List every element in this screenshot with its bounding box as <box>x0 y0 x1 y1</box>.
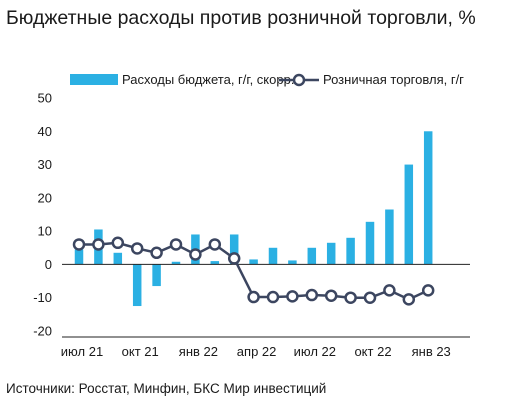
bar <box>365 221 375 265</box>
line-marker <box>150 246 163 260</box>
y-tick-label: 30 <box>38 157 52 172</box>
bar <box>132 264 142 307</box>
x-axis: июл 21 окт 21 янв 22 апр 22 июл 22 окт 22 янв … <box>61 336 470 359</box>
line-marker <box>208 238 222 251</box>
line-marker <box>344 291 357 304</box>
legend-line-label: Розничная торговля, г/г <box>323 72 464 87</box>
chart-title: Бюджетные расходы против розничной торго… <box>6 7 476 29</box>
line-marker <box>421 284 435 297</box>
bar <box>346 237 355 265</box>
x-tick-label: июл 22 <box>294 344 336 359</box>
line-marker <box>169 238 183 251</box>
bar <box>307 247 317 265</box>
line-marker <box>363 291 377 304</box>
bar <box>404 164 414 265</box>
line-marker <box>227 252 241 265</box>
y-tick-label: 40 <box>38 124 52 139</box>
line-marker <box>402 293 416 306</box>
x-tick-label: окт 21 <box>122 344 159 359</box>
bar <box>210 261 220 265</box>
legend: Расходы бюджета, г/г, скорр. Розничная т… <box>70 72 464 87</box>
line-marker <box>247 290 260 304</box>
line-series <box>72 236 435 306</box>
line-marker <box>130 242 144 255</box>
x-tick-label: окт 22 <box>354 344 391 359</box>
y-tick-label: 10 <box>38 224 52 239</box>
line-marker <box>189 248 202 261</box>
y-axis: -20 -10 0 10 20 30 40 50 <box>33 91 52 339</box>
y-tick-label: 50 <box>38 91 52 106</box>
line-marker <box>92 238 105 251</box>
line-marker <box>324 289 338 302</box>
y-tick-label: -20 <box>33 324 52 339</box>
bar <box>113 252 123 265</box>
source-note: Источники: Росстат, Минфин, БКС Мир инве… <box>6 381 327 396</box>
legend-bar-label: Расходы бюджета, г/г, скорр. <box>122 72 294 87</box>
bar <box>326 242 336 265</box>
bar <box>152 264 161 287</box>
line-marker <box>305 288 319 302</box>
bar <box>268 247 278 265</box>
y-tick-label: 20 <box>38 190 52 205</box>
legend-bar-swatch <box>70 74 118 85</box>
bar <box>249 259 258 265</box>
bar <box>288 260 297 265</box>
line-marker <box>266 290 280 304</box>
x-tick-label: апр 22 <box>237 344 277 359</box>
line-marker <box>286 290 299 303</box>
x-tick-label: янв 23 <box>412 344 451 359</box>
line-marker <box>111 236 125 250</box>
bar <box>423 131 433 265</box>
legend-line-marker <box>292 73 306 87</box>
y-tick-label: -10 <box>33 290 52 305</box>
y-tick-label: 0 <box>45 257 52 272</box>
bar <box>229 234 239 265</box>
bar <box>171 261 181 265</box>
x-tick-label: янв 22 <box>179 344 218 359</box>
x-tick-label: июл 21 <box>61 344 103 359</box>
bar <box>74 249 84 265</box>
bar <box>385 209 394 265</box>
line-marker <box>383 284 396 297</box>
bar-series <box>74 131 433 307</box>
line-marker <box>72 238 86 251</box>
